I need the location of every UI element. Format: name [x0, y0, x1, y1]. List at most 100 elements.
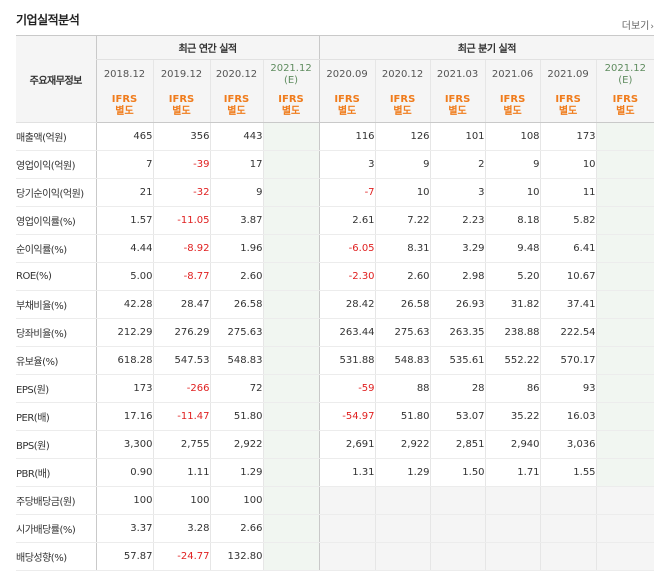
quarter-value-cell: [374, 514, 431, 543]
quarter-value-cell: 88: [374, 374, 431, 403]
quarter-value-cell: 1.71: [484, 458, 541, 487]
quarter-value-cell: 31.82: [484, 290, 541, 319]
period-header: 2021.09: [539, 59, 597, 89]
section-title: 기업실적분석: [16, 13, 80, 27]
annual-value-cell: 173: [95, 374, 153, 403]
ifrs-type-label: 별도: [558, 105, 578, 117]
quarter-estimate-cell: [595, 290, 655, 319]
annual-estimate-cell: [262, 178, 320, 207]
quarter-estimate-cell: [595, 514, 655, 543]
quarter-value-cell: 2.98: [429, 262, 486, 291]
annual-estimate-cell: [262, 262, 320, 291]
annual-value-cell: 26.58: [209, 290, 263, 319]
row-label: 당기순이익(억원): [16, 178, 96, 207]
quarter-estimate-cell: [595, 150, 655, 179]
period-header: 2021.03: [429, 59, 486, 89]
quarter-value-cell: 10: [374, 178, 431, 207]
annual-value-cell: 100: [152, 486, 210, 515]
quarter-value-cell: 9: [374, 150, 431, 179]
quarter-estimate-cell: [595, 458, 655, 487]
annual-value-cell: -266: [152, 374, 210, 403]
annual-value-cell: 100: [209, 486, 263, 515]
ifrs-type-label: 별도: [115, 105, 134, 117]
ifrs-type-label: 별도: [448, 105, 467, 117]
more-link[interactable]: 더보기›: [622, 17, 654, 32]
quarter-value-cell: 93: [539, 374, 597, 403]
ifrs-standard-header: IFRS 별도: [95, 89, 153, 123]
ifrs-label: IFRS: [223, 93, 250, 105]
quarter-value-cell: [429, 514, 486, 543]
table-row: 유보율(%) 618.28 547.53 548.83 531.88 548.83 535.…: [16, 346, 655, 375]
quarter-value-cell: 26.58: [374, 290, 431, 319]
quarter-value-cell: 552.22: [484, 346, 541, 375]
annual-value-cell: 356: [152, 122, 210, 151]
period-header: 2018.12: [95, 59, 153, 89]
table-row: 부채비율(%) 42.28 28.47 26.58 28.42 26.58 26.93 31.…: [16, 290, 655, 319]
quarter-value-cell: 7.22: [374, 206, 431, 235]
ifrs-label: IFRS: [278, 93, 304, 105]
ifrs-standard-header: IFRS 별도: [539, 89, 597, 123]
annual-value-cell: 100: [95, 486, 153, 515]
table-row: PER(배) 17.16 -11.47 51.80 -54.97 51.80 53.07 35…: [16, 402, 655, 431]
table-row: 당좌비율(%) 212.29 276.29 275.63 263.44 275.63 263…: [16, 318, 655, 347]
annual-value-cell: 1.96: [209, 234, 263, 263]
period-header: 2020.12: [374, 59, 431, 89]
annual-value-cell: 2.66: [209, 514, 263, 543]
annual-estimate-cell: [262, 122, 320, 151]
annual-value-cell: 3.37: [95, 514, 153, 543]
ifrs-label: IFRS: [444, 93, 471, 105]
annual-value-cell: 443: [209, 122, 263, 151]
annual-group-header: 최근 연간 실적: [95, 35, 320, 60]
annual-value-cell: -39: [152, 150, 210, 179]
ifrs-type-label: 별도: [393, 105, 412, 117]
quarter-value-cell: [539, 542, 597, 571]
quarter-estimate-cell: [595, 430, 655, 459]
quarter-value-cell: -59: [318, 374, 376, 403]
financial-table: 주요재무정보 최근 연간 실적 최근 분기 실적 2018.12 2019.12 2…: [16, 35, 655, 571]
row-label: PBR(배): [16, 458, 96, 487]
quarter-value-cell: 10.67: [539, 262, 597, 291]
annual-value-cell: -11.05: [152, 206, 210, 235]
quarter-value-cell: [429, 542, 486, 571]
annual-estimate-cell: [262, 458, 320, 487]
annual-estimate-cell: [262, 430, 320, 459]
estimate-mark: (E): [618, 74, 633, 86]
table-row: 영업이익률(%) 1.57 -11.05 3.87 2.61 7.22 2.23 8.18 5.…: [16, 206, 655, 235]
quarter-value-cell: 108: [484, 122, 541, 151]
quarter-value-cell: 3: [429, 178, 486, 207]
quarter-value-cell: 2,851: [429, 430, 486, 459]
quarter-value-cell: 263.35: [429, 318, 486, 347]
annual-value-cell: 17.16: [95, 402, 153, 431]
period-header: 2020.09: [318, 59, 376, 89]
ifrs-label: IFRS: [555, 93, 581, 105]
annual-value-cell: 5.00: [95, 262, 153, 291]
annual-value-cell: 2,922: [209, 430, 263, 459]
table-row: 순이익률(%) 4.44 -8.92 1.96 -6.05 8.31 3.29 9.48 6.4…: [16, 234, 655, 263]
annual-value-cell: 51.80: [209, 402, 263, 431]
ifrs-label: IFRS: [168, 93, 195, 105]
quarter-value-cell: 2: [429, 150, 486, 179]
quarter-estimate-cell: [595, 374, 655, 403]
quarter-value-cell: 116: [318, 122, 376, 151]
annual-value-cell: 2,755: [152, 430, 210, 459]
more-label: 더보기: [621, 21, 650, 32]
quarter-value-cell: 35.22: [484, 402, 541, 431]
quarter-value-cell: 11: [539, 178, 597, 207]
annual-value-cell: 72: [209, 374, 263, 403]
quarter-value-cell: [539, 514, 597, 543]
row-label: 영업이익률(%): [16, 206, 96, 235]
quarter-value-cell: [429, 486, 486, 515]
annual-estimate-cell: [262, 486, 320, 515]
period-header: 2019.12: [152, 59, 210, 89]
quarter-estimate-cell: [595, 486, 655, 515]
table-row: EPS(원) 173 -266 72 -59 88 28 86 93: [16, 374, 655, 403]
quarter-value-cell: 1.31: [318, 458, 376, 487]
quarter-value-cell: 53.07: [429, 402, 486, 431]
quarter-value-cell: 531.88: [318, 346, 376, 375]
row-label: 영업이익(억원): [16, 150, 96, 179]
quarter-value-cell: 2.60: [374, 262, 431, 291]
quarter-value-cell: 3: [318, 150, 376, 179]
ifrs-label: IFRS: [612, 93, 639, 105]
row-label: 부채비율(%): [16, 290, 96, 319]
